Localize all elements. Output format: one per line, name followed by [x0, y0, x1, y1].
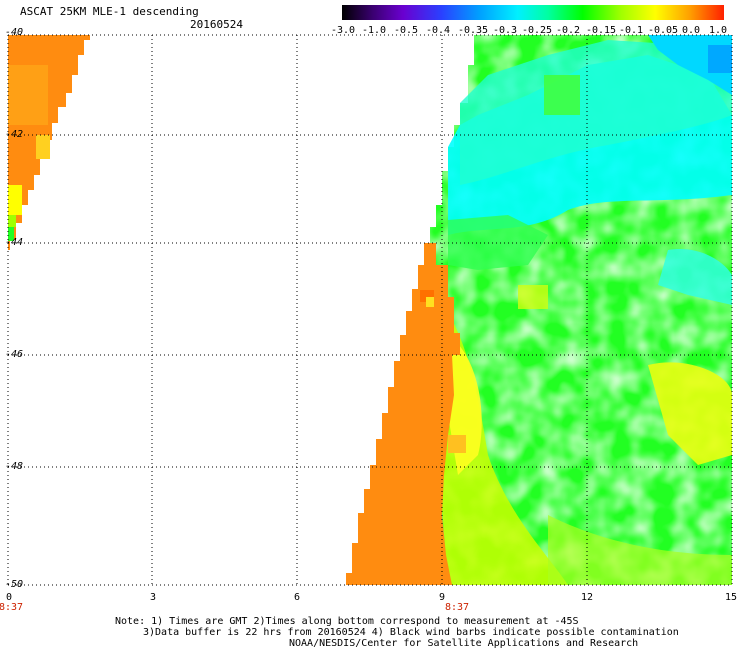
colorbar	[342, 5, 724, 20]
graticule	[7, 34, 733, 586]
swath-east	[346, 35, 732, 585]
lat-label: -40	[5, 27, 24, 38]
map-title: ASCAT 25KM MLE-1 descending	[20, 5, 199, 18]
time-label: 8:37	[0, 602, 24, 613]
time-label: 8:37	[444, 602, 470, 613]
colorbar-label: -0.3	[492, 25, 518, 36]
lon-label: 12	[580, 592, 594, 603]
map-plot	[7, 34, 733, 586]
colorbar-label: 0.0	[681, 25, 701, 36]
footnote-line-3: NOAA/NESDIS/Center for Satellite Applica…	[289, 638, 639, 649]
colorbar-label: -0.2	[555, 25, 581, 36]
lon-label: 3	[149, 592, 157, 603]
colorbar-label: -0.25	[521, 25, 553, 36]
colorbar-label: -0.5	[393, 25, 419, 36]
colorbar-label: -0.15	[585, 25, 617, 36]
lon-label: 9	[438, 592, 446, 603]
lat-label: -44	[5, 237, 24, 248]
lon-label: 6	[293, 592, 301, 603]
colorbar-label: -1.0	[361, 25, 387, 36]
colorbar-label: -0.05	[647, 25, 679, 36]
colorbar-label: -0.4	[425, 25, 451, 36]
lat-label: -42	[5, 129, 24, 140]
footnote-line-2: 3)Data buffer is 22 hrs from 20160524 4)…	[143, 627, 679, 638]
lat-label: -50	[5, 579, 24, 590]
lon-label: 15	[724, 592, 738, 603]
colorbar-label: -0.1	[618, 25, 644, 36]
lat-label: -48	[5, 461, 24, 472]
footnote-line-1: Note: 1) Times are GMT 2)Times along bot…	[115, 616, 579, 627]
lon-label: 0	[5, 592, 13, 603]
colorbar-label: 1.0	[708, 25, 728, 36]
colorbar-label: -3.0	[330, 25, 356, 36]
colorbar-label: -0.35	[457, 25, 489, 36]
swath-west	[8, 35, 90, 250]
lat-label: -46	[5, 349, 24, 360]
map-date: 20160524	[190, 18, 243, 31]
